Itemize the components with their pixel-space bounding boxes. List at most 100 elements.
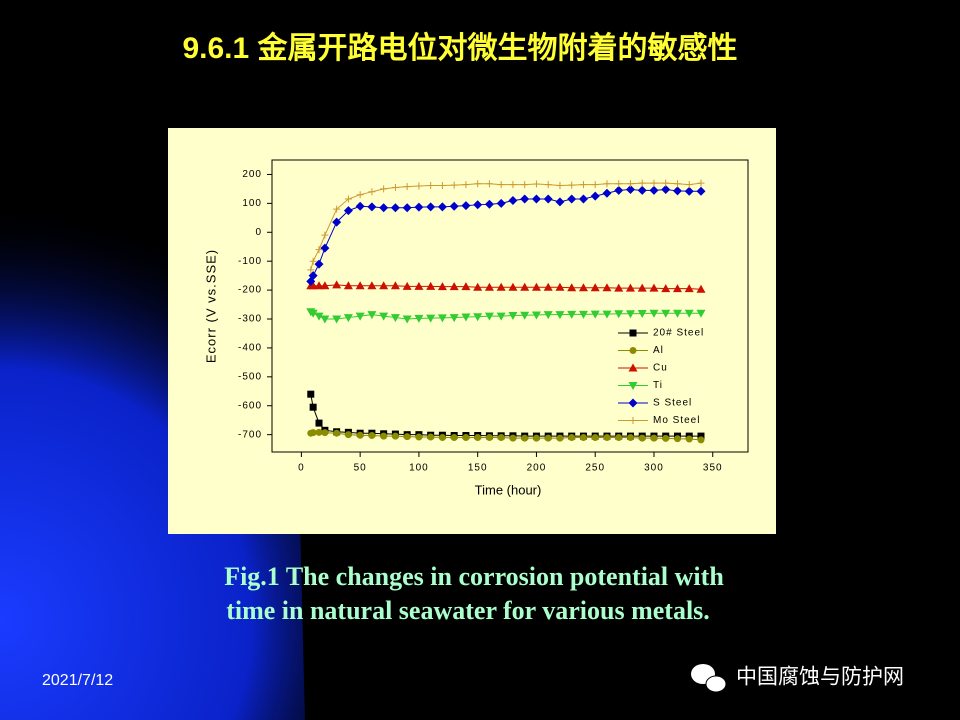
marker: [661, 309, 671, 318]
y-tick-label: -300: [238, 314, 262, 325]
marker: [568, 434, 576, 442]
marker: [567, 283, 577, 292]
marker: [320, 281, 330, 290]
marker: [390, 314, 400, 323]
marker: [333, 205, 341, 213]
marker: [426, 202, 436, 212]
y-tick-label: -700: [238, 429, 262, 440]
y-tick-label: 100: [242, 198, 262, 209]
marker: [603, 434, 611, 442]
marker: [672, 309, 682, 318]
marker: [367, 281, 377, 290]
marker: [614, 310, 624, 319]
marker: [591, 181, 599, 189]
marker: [473, 282, 483, 291]
marker: [343, 206, 353, 216]
marker: [637, 310, 647, 319]
legend-label: Al: [653, 345, 664, 356]
marker: [578, 283, 588, 292]
marker: [355, 281, 365, 290]
y-tick-label: 200: [242, 169, 262, 180]
marker: [578, 310, 588, 319]
marker: [355, 312, 365, 321]
marker: [321, 231, 329, 239]
marker: [402, 203, 412, 213]
marker: [485, 180, 493, 188]
legend-label: Cu: [653, 363, 668, 374]
marker: [684, 186, 694, 196]
marker: [367, 311, 377, 320]
marker: [449, 282, 459, 291]
marker: [307, 266, 315, 274]
marker: [568, 181, 576, 189]
marker: [649, 185, 659, 195]
marker: [531, 282, 541, 291]
marker: [309, 257, 317, 265]
marker: [403, 433, 411, 441]
marker: [650, 434, 658, 442]
marker: [614, 185, 624, 195]
marker: [474, 180, 482, 188]
marker: [415, 182, 423, 190]
y-tick-label: -200: [238, 285, 262, 296]
marker: [649, 309, 659, 318]
marker: [602, 310, 612, 319]
marker: [308, 281, 318, 290]
marker: [662, 179, 670, 187]
marker: [315, 246, 323, 254]
marker: [520, 194, 530, 204]
marker: [473, 200, 483, 210]
marker: [380, 432, 388, 440]
marker: [578, 194, 588, 204]
marker: [696, 186, 706, 196]
marker: [414, 281, 424, 290]
y-tick-label: -400: [238, 343, 262, 354]
marker: [426, 281, 436, 290]
marker: [684, 309, 694, 318]
marker: [461, 282, 471, 291]
marker: [379, 281, 389, 290]
chart-panel: [168, 128, 776, 534]
legend-label: 20# Steel: [653, 328, 704, 339]
marker: [590, 310, 600, 319]
caption-line: Fig.1 The changes in corrosion potential…: [224, 562, 724, 591]
marker: [315, 428, 323, 436]
marker: [602, 188, 612, 198]
x-tick-label: 150: [468, 463, 488, 474]
marker: [309, 403, 317, 411]
marker: [449, 314, 459, 323]
watermark: 中国腐蚀与防护网: [736, 666, 904, 689]
marker: [531, 194, 541, 204]
marker: [579, 434, 587, 442]
marker: [508, 282, 518, 291]
marker: [625, 184, 635, 194]
marker: [555, 311, 565, 320]
marker: [637, 283, 647, 292]
marker: [484, 282, 494, 291]
marker: [544, 434, 552, 442]
marker: [321, 429, 329, 437]
marker: [415, 433, 423, 441]
marker: [496, 282, 506, 291]
marker: [437, 202, 447, 212]
y-tick-label: -500: [238, 371, 262, 382]
marker: [684, 284, 694, 293]
marker: [697, 436, 705, 444]
marker: [508, 312, 518, 321]
marker: [696, 284, 706, 293]
marker: [496, 312, 506, 321]
marker: [579, 181, 587, 189]
marker: [625, 283, 635, 292]
marker: [672, 186, 682, 196]
marker: [555, 282, 565, 291]
marker: [696, 309, 706, 318]
marker: [626, 434, 634, 442]
marker: [474, 434, 482, 442]
y-tick-label: -100: [238, 256, 262, 267]
marker: [462, 181, 470, 189]
marker: [496, 198, 506, 208]
marker: [314, 259, 324, 269]
marker: [615, 434, 623, 442]
marker: [590, 191, 600, 201]
marker: [356, 431, 364, 439]
